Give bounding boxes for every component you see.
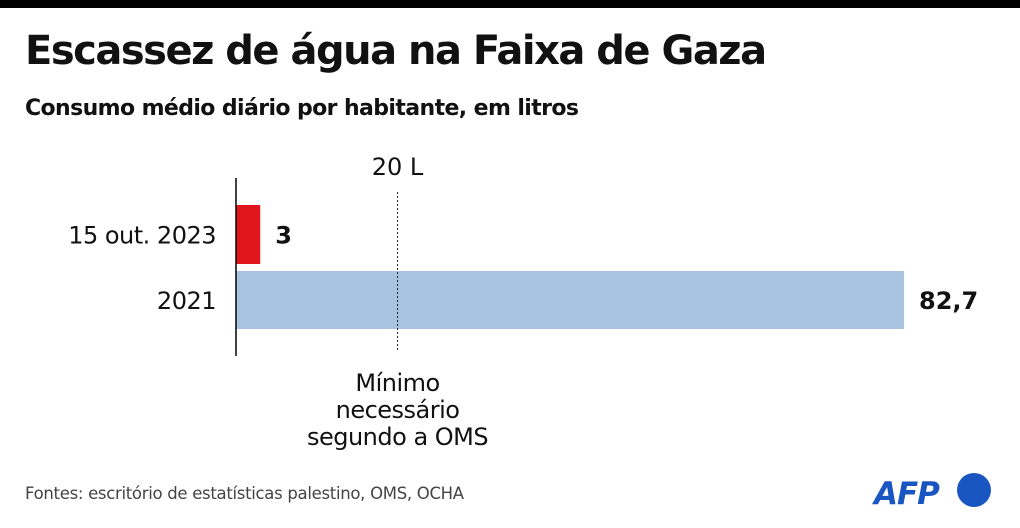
source-note: Fontes: escritório de estatísticas pales…: [25, 484, 464, 503]
bar-0: [236, 205, 261, 264]
category-label-0: 15 out. 2023: [68, 222, 216, 250]
bar-1: [236, 271, 904, 329]
chart-title: Escassez de água na Faixa de Gaza: [25, 28, 767, 74]
bar-chart: 15 out. 2023 3 2021 82,7 20 L Mínimonecessári…: [68, 153, 978, 451]
afp-logo-icon: AFP: [872, 473, 991, 512]
category-label-1: 2021: [157, 287, 216, 315]
afp-logo-circle: [957, 473, 991, 507]
afp-logo-text: AFP: [872, 476, 940, 512]
reference-label: 20 L: [372, 153, 424, 181]
reference-annotation-line-1: necessário: [336, 396, 460, 424]
chart-subtitle: Consumo médio diário por habitante, em l…: [25, 96, 579, 121]
reference-annotation-line-0: Mínimo: [355, 369, 439, 397]
value-label-0: 3: [275, 222, 292, 250]
value-label-1: 82,7: [919, 287, 978, 315]
reference-annotation-line-2: segundo a OMS: [307, 423, 488, 451]
top-rule: [0, 0, 1020, 8]
